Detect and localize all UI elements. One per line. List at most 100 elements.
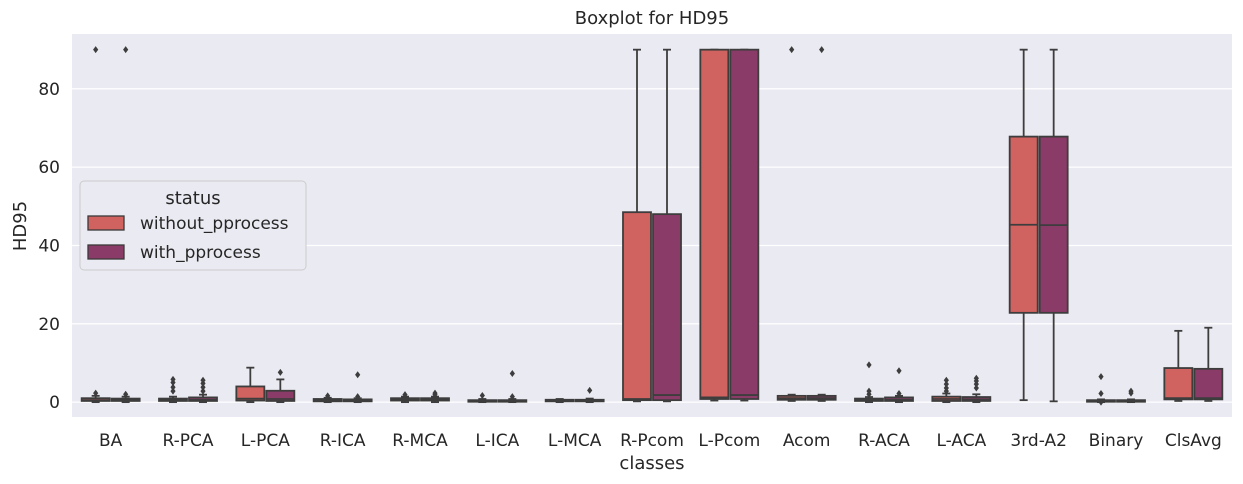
outlier-point — [943, 380, 949, 388]
outlier-point — [973, 374, 979, 382]
box-without_pprocess-L-Pcom — [699, 48, 730, 402]
outlier-point — [170, 375, 176, 383]
box-iqr — [1163, 367, 1194, 401]
box-without_pprocess-R-PCA — [158, 375, 188, 404]
legend-swatch-with-pprocess — [87, 244, 125, 260]
legend-swatch-without-pprocess — [87, 215, 125, 231]
y-axis-label: HD95 — [10, 201, 31, 251]
outlier-point — [509, 370, 515, 378]
outlier-point — [943, 376, 949, 384]
outlier-point — [1128, 387, 1134, 395]
x-tick-label-3rd-A2: 3rd-A2 — [1010, 431, 1067, 451]
outlier-point — [896, 367, 902, 375]
box-without_pprocess-R-ICA — [312, 392, 343, 404]
outlier-point — [866, 361, 872, 369]
box-without_pprocess-R-MCA — [390, 391, 420, 404]
box-with_pprocess-L-PCA — [265, 368, 296, 404]
box-with_pprocess-R-MCA — [420, 389, 450, 404]
outlier-point — [123, 46, 129, 54]
x-tick-label-Acom: Acom — [783, 431, 831, 451]
x-tick-label-L-ICA: L-ICA — [475, 431, 519, 451]
chart-title: Boxplot for HD95 — [575, 8, 729, 29]
x-tick-label-BA: BA — [99, 431, 123, 451]
box-without_pprocess-L-ICA — [467, 391, 498, 404]
legend: status without_pprocess with_pprocess — [79, 180, 307, 271]
box-with_pprocess-L-ACA — [961, 374, 992, 404]
box-without_pprocess-ClsAvg — [1163, 329, 1194, 402]
box-iqr — [622, 211, 652, 402]
outlier-point — [896, 390, 902, 398]
x-tick-label-ClsAvg: ClsAvg — [1165, 431, 1222, 451]
outlier-point — [402, 391, 408, 399]
box-with_pprocess-R-PCA — [188, 376, 218, 404]
outlier-point — [355, 393, 361, 401]
box-iqr — [1193, 367, 1224, 401]
outlier-point — [943, 384, 949, 392]
outlier-point — [479, 391, 485, 399]
outlier-point — [509, 393, 515, 401]
outlier-point — [170, 387, 176, 395]
outlier-point — [789, 46, 795, 54]
legend-title: status — [165, 188, 220, 209]
outlier-point — [819, 46, 825, 54]
outlier-point — [432, 389, 438, 397]
box-with_pprocess-L-ICA — [497, 370, 528, 404]
x-tick-label-R-MCA: R-MCA — [392, 431, 448, 451]
legend-frame — [79, 180, 307, 271]
box-without_pprocess-Acom — [776, 46, 807, 402]
x-axis-label: classes — [619, 453, 684, 474]
x-tick-label-R-Pcom: R-Pcom — [620, 431, 684, 451]
box-with_pprocess-R-Pcom — [652, 48, 682, 403]
outlier-point — [123, 390, 129, 398]
outlier-point — [325, 392, 331, 400]
outlier-point — [1098, 398, 1104, 406]
box-without_pprocess-3rd-A2 — [1008, 48, 1039, 402]
outlier-point — [587, 386, 593, 394]
outlier-point — [1098, 390, 1104, 398]
box-iqr — [652, 213, 682, 402]
boxes — [80, 46, 1224, 406]
outlier-point — [200, 387, 206, 395]
outlier-point — [93, 46, 99, 54]
box-without_pprocess-L-MCA — [544, 398, 575, 404]
y-tick-label-40: 40 — [38, 236, 60, 256]
outlier-point — [170, 383, 176, 391]
x-tick-label-L-ACA: L-ACA — [936, 431, 986, 451]
box-iqr — [699, 48, 730, 400]
outlier-point — [1098, 373, 1104, 381]
box-with_pprocess-Binary — [1116, 387, 1146, 404]
x-tick-labels: BA R-PCA L-PCA R-ICA R-MCA L-ICA L-MCA R-Pcom L-… — [99, 431, 1222, 451]
x-tick-label-R-ACA: R-ACA — [858, 431, 910, 451]
outlier-point — [973, 384, 979, 392]
box-without_pprocess-L-ACA — [931, 376, 962, 404]
box-with_pprocess-Acom — [806, 46, 837, 402]
x-tick-label-L-PCA: L-PCA — [241, 431, 290, 451]
box-with_pprocess-L-Pcom — [729, 48, 760, 402]
box-with_pprocess-L-MCA — [574, 386, 605, 404]
y-tick-labels: 0 20 40 60 80 — [38, 80, 60, 413]
box-with_pprocess-R-ACA — [884, 367, 914, 404]
box-with_pprocess-BA — [110, 46, 141, 404]
box-iqr — [729, 48, 760, 400]
outlier-point — [93, 389, 99, 397]
outlier-point — [200, 376, 206, 384]
x-tick-label-L-MCA: L-MCA — [548, 431, 602, 451]
outlier-point — [200, 383, 206, 391]
y-tick-label-0: 0 — [49, 393, 60, 413]
x-tick-label-R-PCA: R-PCA — [162, 431, 213, 451]
box-without_pprocess-Binary — [1086, 373, 1116, 406]
outlier-point — [277, 368, 283, 376]
outlier-point — [355, 371, 361, 379]
box-without_pprocess-R-Pcom — [622, 48, 652, 403]
box-iqr — [235, 385, 266, 402]
x-tick-label-L-Pcom: L-Pcom — [698, 431, 760, 451]
box-without_pprocess-L-PCA — [235, 366, 266, 404]
y-tick-label-80: 80 — [38, 80, 60, 100]
legend-label-without-pprocess: without_pprocess — [140, 214, 289, 234]
box-iqr — [265, 389, 296, 402]
box-with_pprocess-ClsAvg — [1193, 326, 1224, 402]
x-tick-label-R-ICA: R-ICA — [320, 431, 366, 451]
box-with_pprocess-R-ICA — [342, 371, 373, 404]
x-tick-label-Binary: Binary — [1089, 431, 1144, 451]
